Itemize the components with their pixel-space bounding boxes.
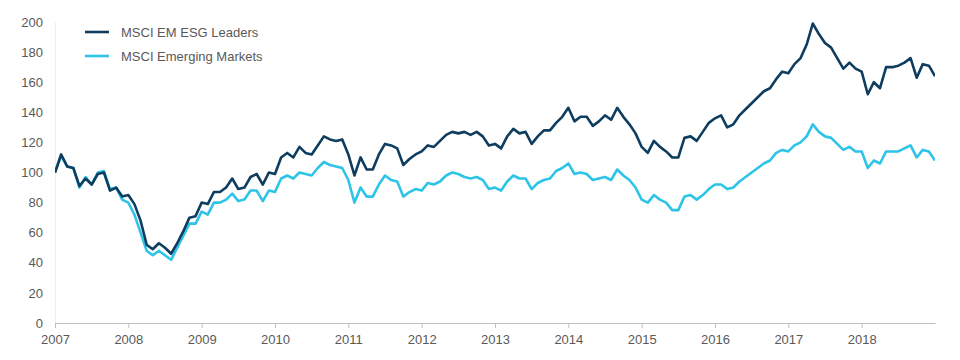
legend-item: MSCI Emerging Markets bbox=[85, 49, 263, 64]
chart: 0204060801001201401601802002007200820092… bbox=[0, 0, 960, 360]
x-tick: 2016 bbox=[701, 323, 730, 347]
x-tick-label: 2010 bbox=[261, 332, 290, 347]
legend: MSCI EM ESG Leaders MSCI Emerging Markets bbox=[85, 25, 263, 64]
x-tick-mark bbox=[568, 323, 569, 328]
x-tick: 2013 bbox=[481, 323, 510, 347]
y-tick: 180 bbox=[21, 45, 55, 60]
x-tick-label: 2017 bbox=[774, 332, 803, 347]
x-tick: 2011 bbox=[335, 323, 363, 347]
legend-label: MSCI Emerging Markets bbox=[121, 49, 263, 64]
y-tick-label: 120 bbox=[21, 135, 43, 150]
x-tick-mark bbox=[275, 323, 276, 328]
x-tick-mark bbox=[422, 323, 423, 328]
x-tick-label: 2008 bbox=[114, 332, 143, 347]
x-tick: 2017 bbox=[774, 323, 803, 347]
legend-label: MSCI EM ESG Leaders bbox=[121, 25, 259, 40]
x-tick-label: 2013 bbox=[481, 332, 510, 347]
y-tick-label: 200 bbox=[21, 15, 43, 30]
x-tick-mark bbox=[202, 323, 203, 328]
y-tick: 60 bbox=[29, 225, 55, 240]
y-tick-label: 20 bbox=[29, 286, 43, 301]
x-tick: 2008 bbox=[114, 323, 143, 347]
x-tick: 2007 bbox=[41, 323, 70, 347]
x-tick-label: 2011 bbox=[335, 332, 363, 347]
series-line bbox=[55, 24, 935, 254]
y-tick-label: 160 bbox=[21, 75, 43, 90]
y-axis: 0 20 40 60 80 100 120 140 160 180 200 bbox=[21, 15, 55, 331]
legend-item: MSCI EM ESG Leaders bbox=[85, 25, 259, 40]
x-tick-mark bbox=[128, 323, 129, 328]
y-axis-line bbox=[55, 23, 56, 324]
x-tick-label: 2018 bbox=[848, 332, 877, 347]
y-tick-label: 100 bbox=[21, 165, 43, 180]
x-tick-mark bbox=[862, 323, 863, 328]
x-tick-mark bbox=[348, 323, 349, 328]
x-tick: 2010 bbox=[261, 323, 290, 347]
x-tick-label: 2012 bbox=[408, 332, 437, 347]
y-tick: 160 bbox=[21, 75, 55, 90]
y-tick: 40 bbox=[29, 255, 55, 270]
y-tick-label: 40 bbox=[29, 255, 43, 270]
y-tick: 120 bbox=[21, 135, 55, 150]
y-tick: 200 bbox=[21, 15, 55, 30]
legend-swatch bbox=[85, 31, 109, 34]
y-tick: 20 bbox=[29, 286, 55, 301]
x-tick-label: 2007 bbox=[41, 332, 70, 347]
x-tick-mark bbox=[788, 323, 789, 328]
x-tick-label: 2016 bbox=[701, 332, 730, 347]
x-tick: 2014 bbox=[554, 323, 583, 347]
x-tick: 2015 bbox=[628, 323, 657, 347]
x-tick-label: 2009 bbox=[188, 332, 217, 347]
x-tick-mark bbox=[495, 323, 496, 328]
y-tick: 140 bbox=[21, 105, 55, 120]
x-tick-label: 2015 bbox=[628, 332, 657, 347]
x-tick-mark bbox=[715, 323, 716, 328]
y-tick-label: 140 bbox=[21, 105, 43, 120]
y-tick: 80 bbox=[29, 195, 55, 210]
y-tick-label: 60 bbox=[29, 225, 43, 240]
x-tick: 2009 bbox=[188, 323, 217, 347]
x-tick-mark bbox=[642, 323, 643, 328]
x-tick: 2018 bbox=[848, 323, 877, 347]
plot-area bbox=[55, 24, 935, 260]
x-tick-label: 2014 bbox=[554, 332, 583, 347]
y-tick-label: 180 bbox=[21, 45, 43, 60]
y-tick: 0 bbox=[36, 316, 55, 331]
x-axis: 2007 2008 2009 2010 2011 2012 2013 2014 2015 2016… bbox=[41, 323, 935, 347]
y-tick-label: 80 bbox=[29, 195, 43, 210]
x-tick: 2012 bbox=[408, 323, 437, 347]
legend-swatch bbox=[85, 55, 109, 58]
y-tick-label: 0 bbox=[36, 316, 43, 331]
x-tick-mark bbox=[55, 323, 56, 328]
y-tick: 100 bbox=[21, 165, 55, 180]
